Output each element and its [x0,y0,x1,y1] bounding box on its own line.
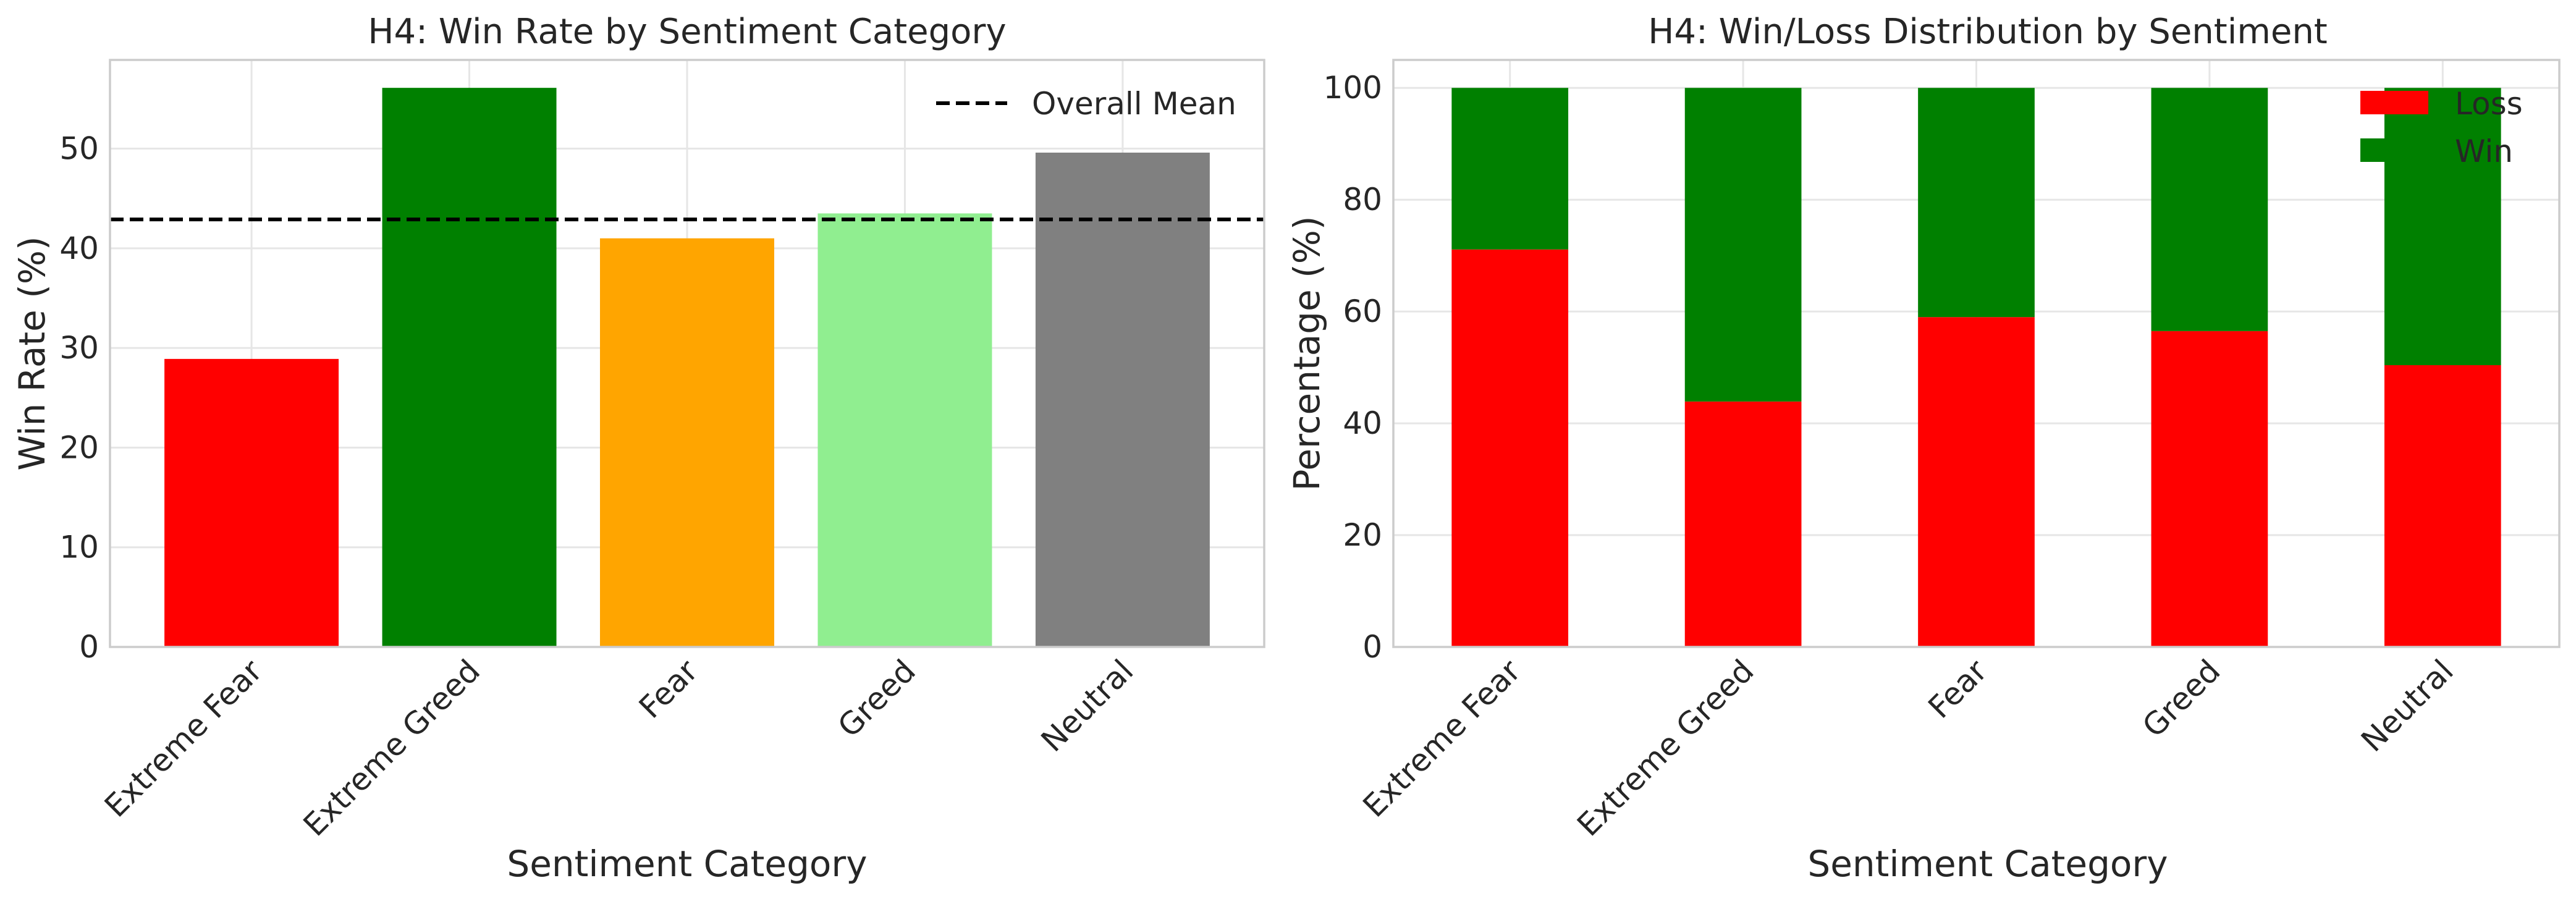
stacked-bars [1451,88,2501,647]
bar-loss-neutral [2384,365,2501,647]
bar-loss-extreme-fear [1451,249,1569,647]
y-tick-label: 20 [1343,517,1382,553]
bar-loss-extreme-greed [1684,401,1802,647]
x-tick-label-extreme-fear: Extreme Fear [98,653,269,824]
chart-title: H4: Win/Loss Distribution by Sentiment [1648,12,2328,52]
chart-title: H4: Win Rate by Sentiment Category [368,12,1006,52]
y-tick-labels: 0 20 40 60 80 100 [1324,70,1382,665]
plot-frame [109,59,1265,648]
y-axis-label: Win Rate (%) [11,236,53,470]
y-tick-label: 80 [1343,182,1382,218]
win-rate-chart: H4: Win Rate by Sentiment Category 0 10 20… [11,12,1265,885]
y-tick-label: 50 [59,131,99,167]
y-tick-label: 10 [59,530,99,565]
y-tick-label: 100 [1324,70,1382,106]
x-tick-label-fear: Fear [632,653,705,725]
x-tick-labels: Extreme Fear Extreme Greed Fear Greed Neutra… [98,653,1140,843]
x-tick-label-extreme-greed: Extreme Greed [297,653,487,843]
x-tick-labels: Extreme Fear Extreme Greed Fear Greed Neutra… [1356,653,2460,843]
legend-label-overall-mean: Overall Mean [1032,86,1236,122]
y-tick-label: 0 [1362,629,1382,665]
legend-swatch-loss [2360,91,2428,114]
bar-extreme-greed [382,88,557,648]
bar-loss-fear [1918,317,2035,647]
bars [164,88,1210,648]
bar-win-greed [2151,88,2268,331]
legend: Loss Win [2360,86,2523,169]
x-tick-label-extreme-greed: Extreme Greed [1570,653,1760,843]
y-tick-labels: 0 10 20 30 40 50 [59,131,99,665]
x-tick-label-greed: Greed [2135,653,2227,744]
x-axis-label: Sentiment Category [1807,843,2168,885]
bar-win-extreme-fear [1451,88,1569,250]
legend-label-win: Win [2455,133,2513,169]
y-axis-label: Percentage (%) [1286,216,1328,491]
bar-fear [600,238,774,647]
x-tick-label-extreme-fear: Extreme Fear [1356,653,1528,824]
y-tick-label: 40 [59,230,99,266]
bar-extreme-fear [164,358,339,647]
y-tick-label: 40 [1343,405,1382,441]
y-tick-label: 0 [79,629,99,665]
bar-loss-greed [2151,331,2268,647]
bar-neutral [1035,153,1210,647]
legend: Overall Mean [936,86,1236,122]
x-tick-label-neutral: Neutral [2354,653,2460,759]
legend-label-loss: Loss [2455,86,2523,122]
bar-greed [817,213,992,647]
x-tick-label-neutral: Neutral [1034,653,1141,759]
bar-win-extreme-greed [1684,88,1802,402]
x-tick-label-fear: Fear [1922,653,1995,725]
bar-win-neutral [2384,88,2501,365]
x-tick-label-greed: Greed [831,653,923,744]
win-loss-distribution-chart: H4: Win/Loss Distribution by Sentiment 0… [1286,12,2561,885]
bar-win-fear [1918,88,2035,318]
y-tick-label: 20 [59,429,99,465]
y-tick-label: 30 [59,330,99,366]
x-axis-label: Sentiment Category [507,843,867,885]
legend-swatch-win [2360,138,2428,162]
y-tick-label: 60 [1343,294,1382,329]
plot-frame [1392,59,2561,648]
